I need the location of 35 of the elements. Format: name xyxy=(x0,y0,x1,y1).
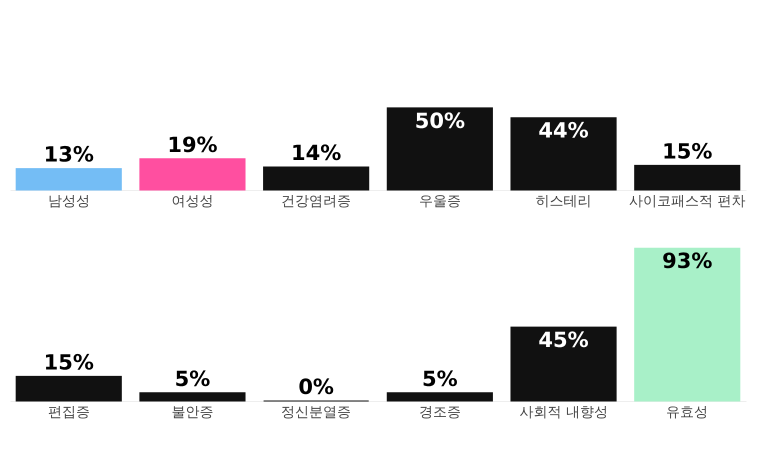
data-label: 0% xyxy=(298,375,334,399)
bar xyxy=(510,326,617,402)
x-tick-label: 유효성 xyxy=(666,404,708,420)
data-label: 93% xyxy=(662,249,712,274)
bar xyxy=(263,166,370,190)
x-tick-label: 경조증 xyxy=(418,404,461,420)
bar xyxy=(386,392,493,402)
x-tick-label: 편집증 xyxy=(48,404,90,420)
bar xyxy=(634,164,740,190)
data-label: 45% xyxy=(538,328,589,352)
x-tick-label: 우울증 xyxy=(418,194,461,210)
data-label: 44% xyxy=(538,118,589,143)
bar xyxy=(386,107,493,190)
bar xyxy=(16,376,122,402)
data-label: 14% xyxy=(291,141,342,165)
x-tick-label: 불안증 xyxy=(171,404,214,420)
x-tick-label: 사회적 내향성 xyxy=(519,404,608,420)
x-tick-label: 히스테리 xyxy=(536,194,592,210)
bar xyxy=(139,392,246,402)
data-label: 5% xyxy=(174,366,210,391)
data-label: 13% xyxy=(44,142,94,167)
x-tick-label: 남성성 xyxy=(48,194,90,210)
data-label: 15% xyxy=(662,139,712,164)
data-label: 15% xyxy=(44,350,94,374)
data-label: 50% xyxy=(414,108,465,133)
bar xyxy=(16,168,122,190)
data-label: 19% xyxy=(167,132,218,157)
data-label: 5% xyxy=(422,366,458,391)
bar xyxy=(139,158,246,190)
bar xyxy=(634,248,740,402)
x-tick-label: 건강염려증 xyxy=(281,194,352,210)
x-tick-label: 정신분열증 xyxy=(281,404,352,420)
x-tick-label: 사이코패스적 편차 xyxy=(629,194,746,210)
x-tick-label: 여성성 xyxy=(171,194,214,210)
bar xyxy=(510,117,617,190)
